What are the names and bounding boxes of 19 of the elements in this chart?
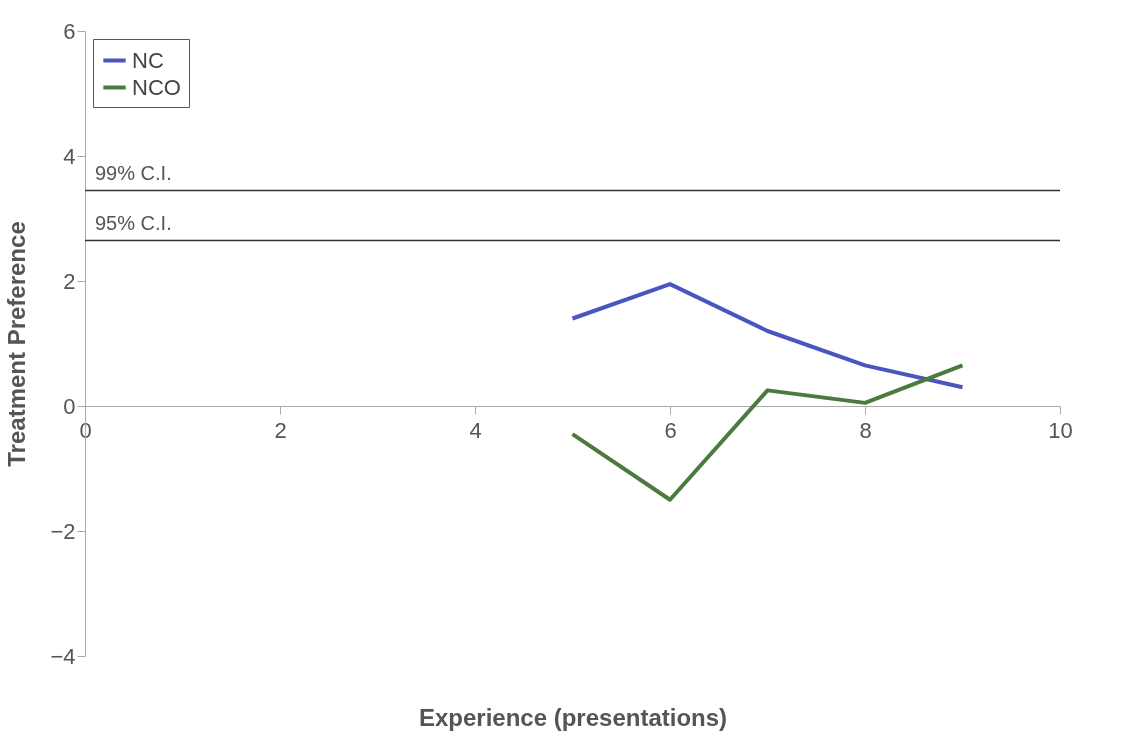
y-axis-title: Treatment Preference	[3, 221, 31, 467]
line-series	[570, 282, 965, 390]
legend-label: NC	[132, 47, 164, 73]
legend-label: NCO	[132, 74, 181, 100]
y-tick-label: 6	[63, 18, 76, 44]
x-tick-label: 10	[1048, 417, 1073, 443]
line-series	[570, 363, 965, 502]
x-axis-title: Experience (presentations)	[418, 703, 728, 731]
y-tick-label: −2	[50, 518, 76, 544]
y-tick-label: 2	[63, 268, 76, 294]
y-tick-label: 0	[63, 393, 76, 419]
x-tick-label: 8	[859, 417, 872, 443]
ref-line-label: 95% C.I.	[95, 212, 172, 235]
x-tick-label: 6	[664, 417, 677, 443]
x-tick-label: 2	[274, 417, 287, 443]
ref-line-label: 99% C.I.	[95, 162, 172, 185]
x-tick-label: 4	[469, 417, 482, 443]
y-tick-label: 4	[63, 143, 76, 169]
y-tick-label: −4	[50, 643, 76, 669]
